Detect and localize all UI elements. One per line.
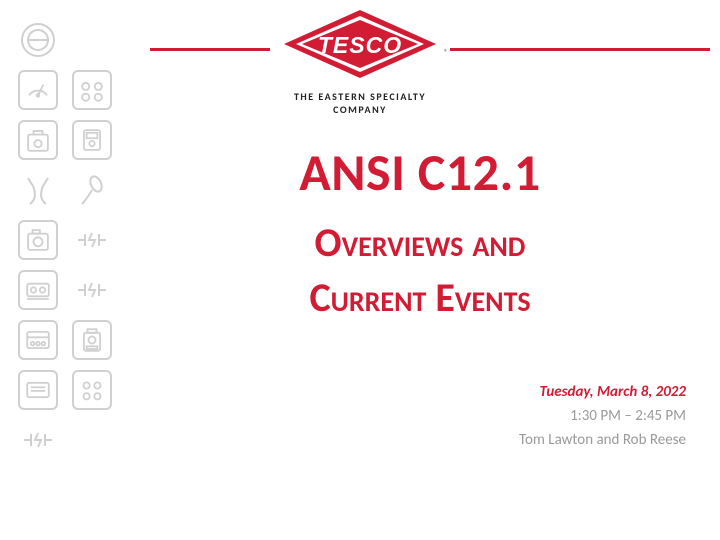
ct-connector-icon bbox=[72, 270, 112, 310]
icon-row bbox=[18, 420, 118, 460]
title-block: ANSI C12.1 Overviews and Current Events bbox=[150, 140, 690, 322]
case-icon bbox=[18, 120, 58, 160]
icon-row bbox=[18, 220, 118, 260]
brand-tagline: THE EASTERN SPECIALTY COMPANY bbox=[278, 90, 442, 116]
icon-row bbox=[18, 370, 118, 410]
control-panel-icon bbox=[18, 320, 58, 360]
multimeter-icon bbox=[72, 120, 112, 160]
icon-row bbox=[18, 70, 118, 110]
instrument-icon bbox=[72, 320, 112, 360]
card-icon bbox=[18, 370, 58, 410]
title-line-3: Current Events bbox=[150, 273, 690, 322]
ct-connector-icon bbox=[18, 420, 58, 460]
round-meter-icon bbox=[18, 20, 58, 60]
probe-icon bbox=[72, 170, 112, 210]
tesco-logo-icon: TESCO bbox=[280, 6, 440, 82]
dials-icon bbox=[72, 70, 112, 110]
icon-row bbox=[18, 120, 118, 160]
svg-text:TESCO: TESCO bbox=[318, 32, 402, 58]
voltmeter-icon bbox=[18, 70, 58, 110]
icon-strip bbox=[0, 0, 130, 540]
ct-connector-icon bbox=[72, 220, 112, 260]
test-leads-icon bbox=[18, 170, 58, 210]
icon-row bbox=[18, 170, 118, 210]
meta-block: Tuesday, March 8, 2022 1:30 PM – 2:45 PM… bbox=[519, 380, 686, 452]
title-line-1: ANSI C12.1 bbox=[150, 140, 690, 204]
meta-time: 1:30 PM – 2:45 PM bbox=[519, 404, 686, 428]
icon-row bbox=[18, 320, 118, 360]
slide-root: TESCO THE EASTERN SPECIALTY COMPANY ® AN… bbox=[0, 0, 720, 540]
registered-mark: ® bbox=[444, 47, 448, 56]
rack-meter-icon bbox=[18, 270, 58, 310]
title-line-2: Overviews and bbox=[150, 218, 690, 267]
meta-presenters: Tom Lawton and Rob Reese bbox=[519, 428, 686, 452]
icon-row bbox=[18, 270, 118, 310]
camera-icon bbox=[18, 220, 58, 260]
icon-row bbox=[18, 20, 118, 60]
logo-block: TESCO THE EASTERN SPECIALTY COMPANY bbox=[270, 6, 450, 116]
cooktop-icon bbox=[72, 370, 112, 410]
meta-date: Tuesday, March 8, 2022 bbox=[519, 380, 686, 404]
